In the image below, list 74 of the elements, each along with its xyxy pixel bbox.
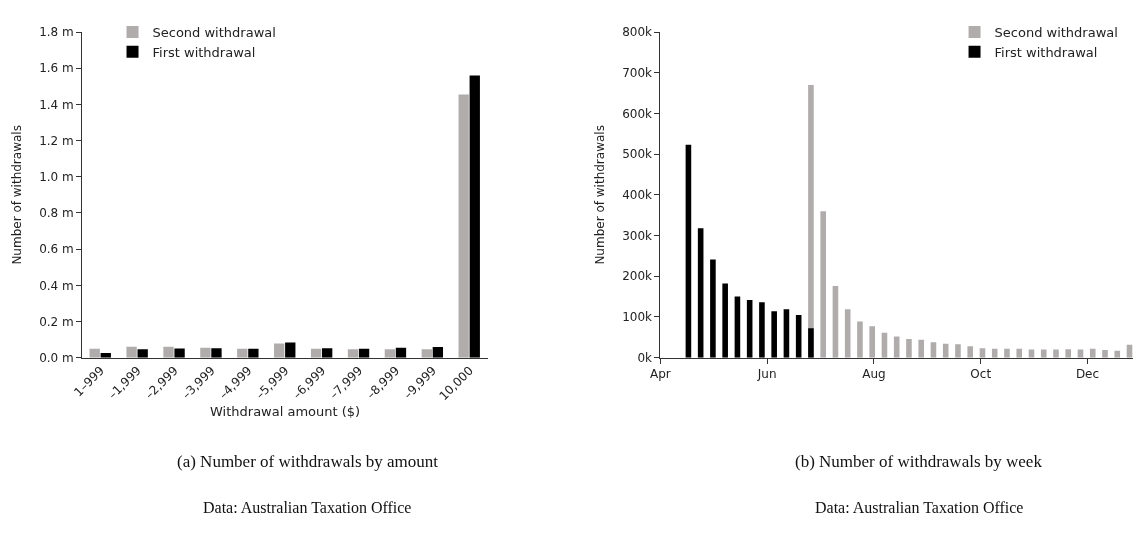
y-tick-label: 0.0 m — [39, 350, 74, 365]
bar — [1016, 348, 1023, 358]
bar — [200, 347, 211, 358]
x-tick-label: Oct — [970, 367, 992, 382]
text: (a) Number of withdrawals by amount — [177, 452, 439, 471]
y-tick-label: 1.8 m — [39, 25, 74, 40]
bar — [918, 339, 925, 358]
bar — [759, 302, 765, 358]
bar — [857, 321, 863, 358]
bar — [771, 311, 777, 358]
bar — [421, 349, 432, 358]
bar — [126, 346, 137, 358]
y-tick-label: 0.2 m — [39, 314, 74, 329]
bar — [285, 342, 296, 358]
bar — [432, 347, 444, 358]
y-tick-label: 200k — [622, 269, 653, 284]
bar — [1065, 349, 1072, 358]
y-tick-label: 300k — [622, 228, 653, 243]
y-tick-label: 800k — [622, 25, 653, 40]
bar — [869, 326, 875, 358]
bar — [955, 344, 961, 358]
x-tick-label: Aug — [862, 367, 886, 382]
bar — [458, 94, 469, 358]
x-tick-label: Jun — [756, 367, 777, 382]
y-tick-label: 1.2 m — [39, 133, 74, 148]
bar — [248, 348, 259, 358]
bar — [942, 343, 949, 358]
bar — [1053, 349, 1059, 358]
bar — [211, 348, 222, 358]
bar — [163, 346, 174, 358]
bar — [1089, 348, 1096, 358]
bar — [347, 349, 359, 358]
y-tick-label: 0k — [637, 350, 653, 365]
legend-label: Second withdrawal — [994, 25, 1118, 41]
bar — [1004, 348, 1010, 358]
y-tick-label: 400k — [622, 188, 653, 203]
bar — [1114, 350, 1121, 358]
bar — [174, 348, 185, 358]
y-tick-label: 500k — [622, 147, 653, 162]
legend-label: First withdrawal — [994, 44, 1098, 60]
x-tick-label: Dec — [1075, 367, 1100, 382]
bar — [991, 348, 998, 358]
bar — [137, 349, 148, 358]
text: Data: Australian Taxation Office — [815, 499, 1024, 516]
text: (b) Number of withdrawals by week — [795, 452, 1043, 471]
y-tick-label: 700k — [622, 65, 653, 80]
bar — [1102, 349, 1108, 358]
bar — [710, 259, 716, 358]
y-tick-label: 0.4 m — [39, 278, 74, 293]
bar — [906, 338, 912, 358]
bar — [967, 346, 974, 358]
x-tick-label: Apr — [650, 367, 671, 382]
bar — [808, 328, 814, 358]
bar — [1040, 349, 1047, 358]
y-tick-label: 0.8 m — [39, 206, 74, 221]
y-tick-label: 1.0 m — [39, 169, 74, 184]
bar — [893, 336, 900, 358]
y-tick-label: 100k — [622, 310, 653, 325]
x-axis-title: Withdrawal amount ($) — [210, 403, 361, 419]
y-axis-title: Number of withdrawals — [593, 125, 608, 265]
y-tick-label: 600k — [622, 106, 653, 121]
legend-label: First withdrawal — [152, 44, 256, 60]
bar — [274, 343, 285, 358]
legend-label: Second withdrawal — [152, 25, 276, 41]
bar — [820, 211, 826, 358]
text: Data: Australian Taxation Office — [203, 499, 412, 516]
y-tick-label: 0.6 m — [39, 242, 74, 257]
bar — [322, 348, 333, 358]
bar — [469, 75, 480, 358]
y-tick-label: 1.6 m — [39, 61, 74, 76]
y-axis-title: Number of withdrawals — [10, 125, 25, 265]
bar — [722, 283, 728, 358]
y-tick-label: 1.4 m — [39, 97, 74, 112]
bar — [384, 349, 396, 358]
